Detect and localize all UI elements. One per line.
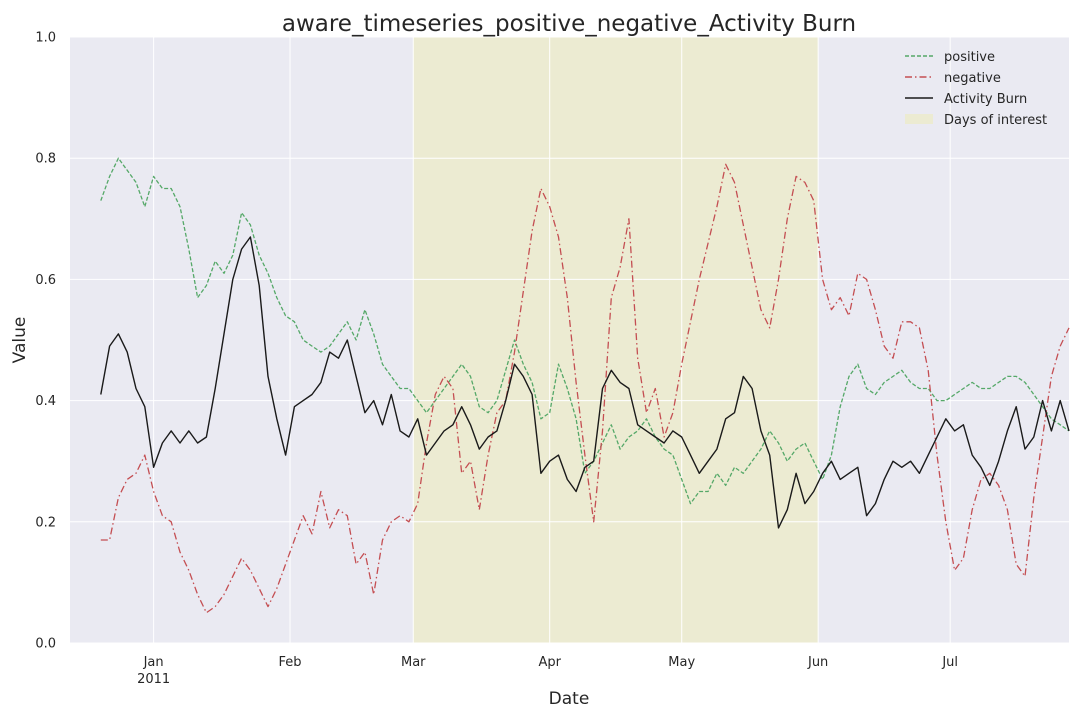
axis-ticks: Jan 2011 Feb Mar Apr May Jun Jul 0.0 0.2 0.4 0.6 0.8… (35, 31, 958, 688)
legend-label: Activity Burn (944, 92, 1027, 107)
legend-swatch (905, 114, 933, 124)
x-tick-label: May (668, 655, 695, 670)
y-tick-label: 0.8 (35, 152, 56, 167)
legend-label: negative (944, 71, 1001, 86)
x-tick-label: Jan (143, 655, 164, 670)
y-axis-label: Value (10, 317, 30, 364)
days-of-interest-band (413, 37, 819, 643)
x-tick-label: Feb (279, 655, 302, 670)
chart-title: aware_timeseries_positive_negative_Activ… (282, 11, 856, 37)
y-tick-label: 0.2 (35, 515, 56, 530)
y-tick-label: 0.4 (35, 394, 56, 409)
y-tick-label: 0.0 (35, 637, 56, 652)
x-tick-label: Jul (941, 655, 958, 670)
x-tick-label: Mar (401, 655, 426, 670)
grid (70, 36, 1069, 644)
series-line-activity-burn (100, 236, 1070, 529)
x-axis-label: Date (549, 689, 590, 709)
legend: positive negative Activity Burn Days of int… (905, 50, 1047, 128)
y-tick-label: 1.0 (35, 31, 56, 46)
x-tick-label: Apr (538, 655, 561, 670)
series-line-negative (100, 163, 1070, 614)
x-tick-label: Jun (807, 655, 828, 670)
y-tick-label: 0.6 (35, 273, 56, 288)
series-layer (100, 157, 1070, 614)
legend-label: positive (944, 50, 995, 65)
x-tick-sublabel: 2011 (137, 672, 170, 687)
legend-label: Days of interest (944, 113, 1047, 128)
